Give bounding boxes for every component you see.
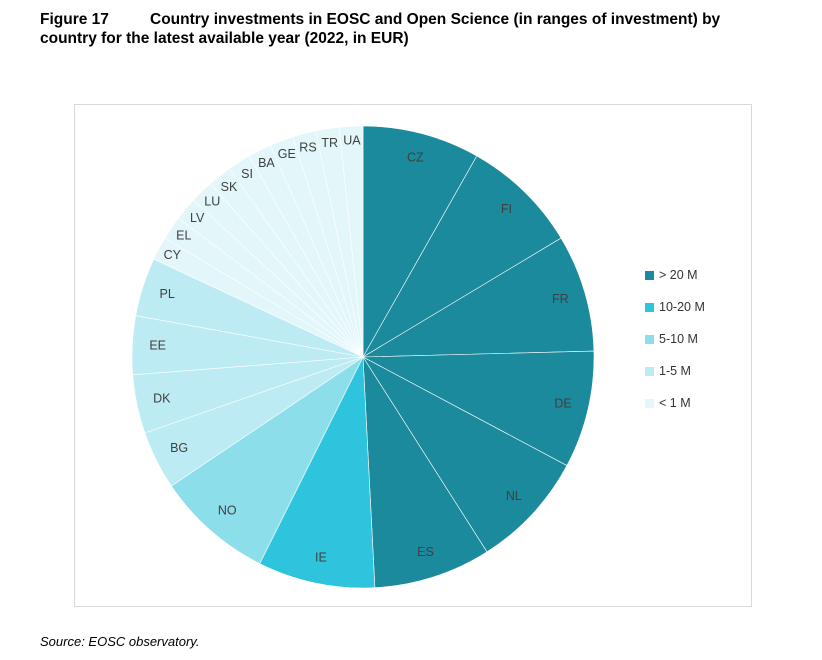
chart-frame: CZ FI FR DE NL ES IE NO BG DK EE PL CY EL LV LU SK SI BA GE… — [74, 104, 752, 607]
legend-label: 5-10 M — [659, 332, 698, 346]
legend-swatch — [645, 271, 654, 280]
slice-label-bg: BG — [170, 441, 188, 455]
legend-label: 10-20 M — [659, 300, 705, 314]
slice-label-cy: CY — [164, 248, 182, 262]
slice-label-nl: NL — [506, 489, 522, 503]
source-note: Source: EOSC observatory. — [40, 634, 200, 649]
slice-label-ie: IE — [315, 551, 327, 565]
slice-label-ua: UA — [343, 134, 361, 148]
legend-swatch — [645, 303, 654, 312]
figure-title: Figure 17 Country investments in EOSC and… — [40, 10, 810, 48]
pie-slice-de — [361, 350, 595, 466]
figure-number: Figure 17 — [40, 11, 109, 28]
figure-title-text: Country investments in EOSC and Open Sci… — [150, 11, 721, 28]
pie-slice-no — [170, 356, 364, 565]
slice-label-lu: LU — [204, 195, 220, 209]
figure-title-line2: country for the latest available year (2… — [40, 30, 409, 47]
slice-label-dk: DK — [153, 391, 171, 405]
legend-label: 1-5 M — [659, 364, 691, 378]
slice-label-el: EL — [176, 229, 191, 243]
slice-label-es: ES — [417, 545, 434, 559]
pie-slice-fi — [362, 155, 562, 358]
slice-label-fr: FR — [552, 292, 569, 306]
legend-label: > 20 M — [659, 268, 698, 282]
slice-label-cz: CZ — [407, 150, 424, 164]
slice-label-rs: RS — [299, 140, 316, 154]
slice-label-si: SI — [241, 167, 253, 181]
pie-slice-es — [362, 355, 488, 589]
legend-swatch — [645, 335, 654, 344]
pie-slice-nl — [362, 356, 568, 553]
legend-swatch — [645, 367, 654, 376]
legend-label: < 1 M — [659, 396, 691, 410]
slice-label-ee: EE — [149, 339, 166, 353]
pie-slice-fr — [361, 237, 595, 358]
slice-label-de: DE — [554, 397, 571, 411]
pie-slice-cz — [362, 125, 478, 359]
slice-label-no: NO — [218, 504, 237, 518]
slice-label-tr: TR — [321, 136, 338, 150]
slice-label-sk: SK — [221, 180, 238, 194]
slice-label-fi: FI — [501, 202, 512, 216]
pie-slice-ua — [338, 125, 364, 358]
slice-label-ge: GE — [278, 147, 296, 161]
figure-title-line1: Figure 17 Country investments in EOSC and… — [40, 10, 810, 29]
legend-swatch — [645, 399, 654, 408]
slice-label-pl: PL — [159, 287, 174, 301]
pie-slice-ie — [259, 355, 376, 589]
slice-label-ba: BA — [258, 156, 275, 170]
slice-label-lv: LV — [190, 211, 205, 225]
